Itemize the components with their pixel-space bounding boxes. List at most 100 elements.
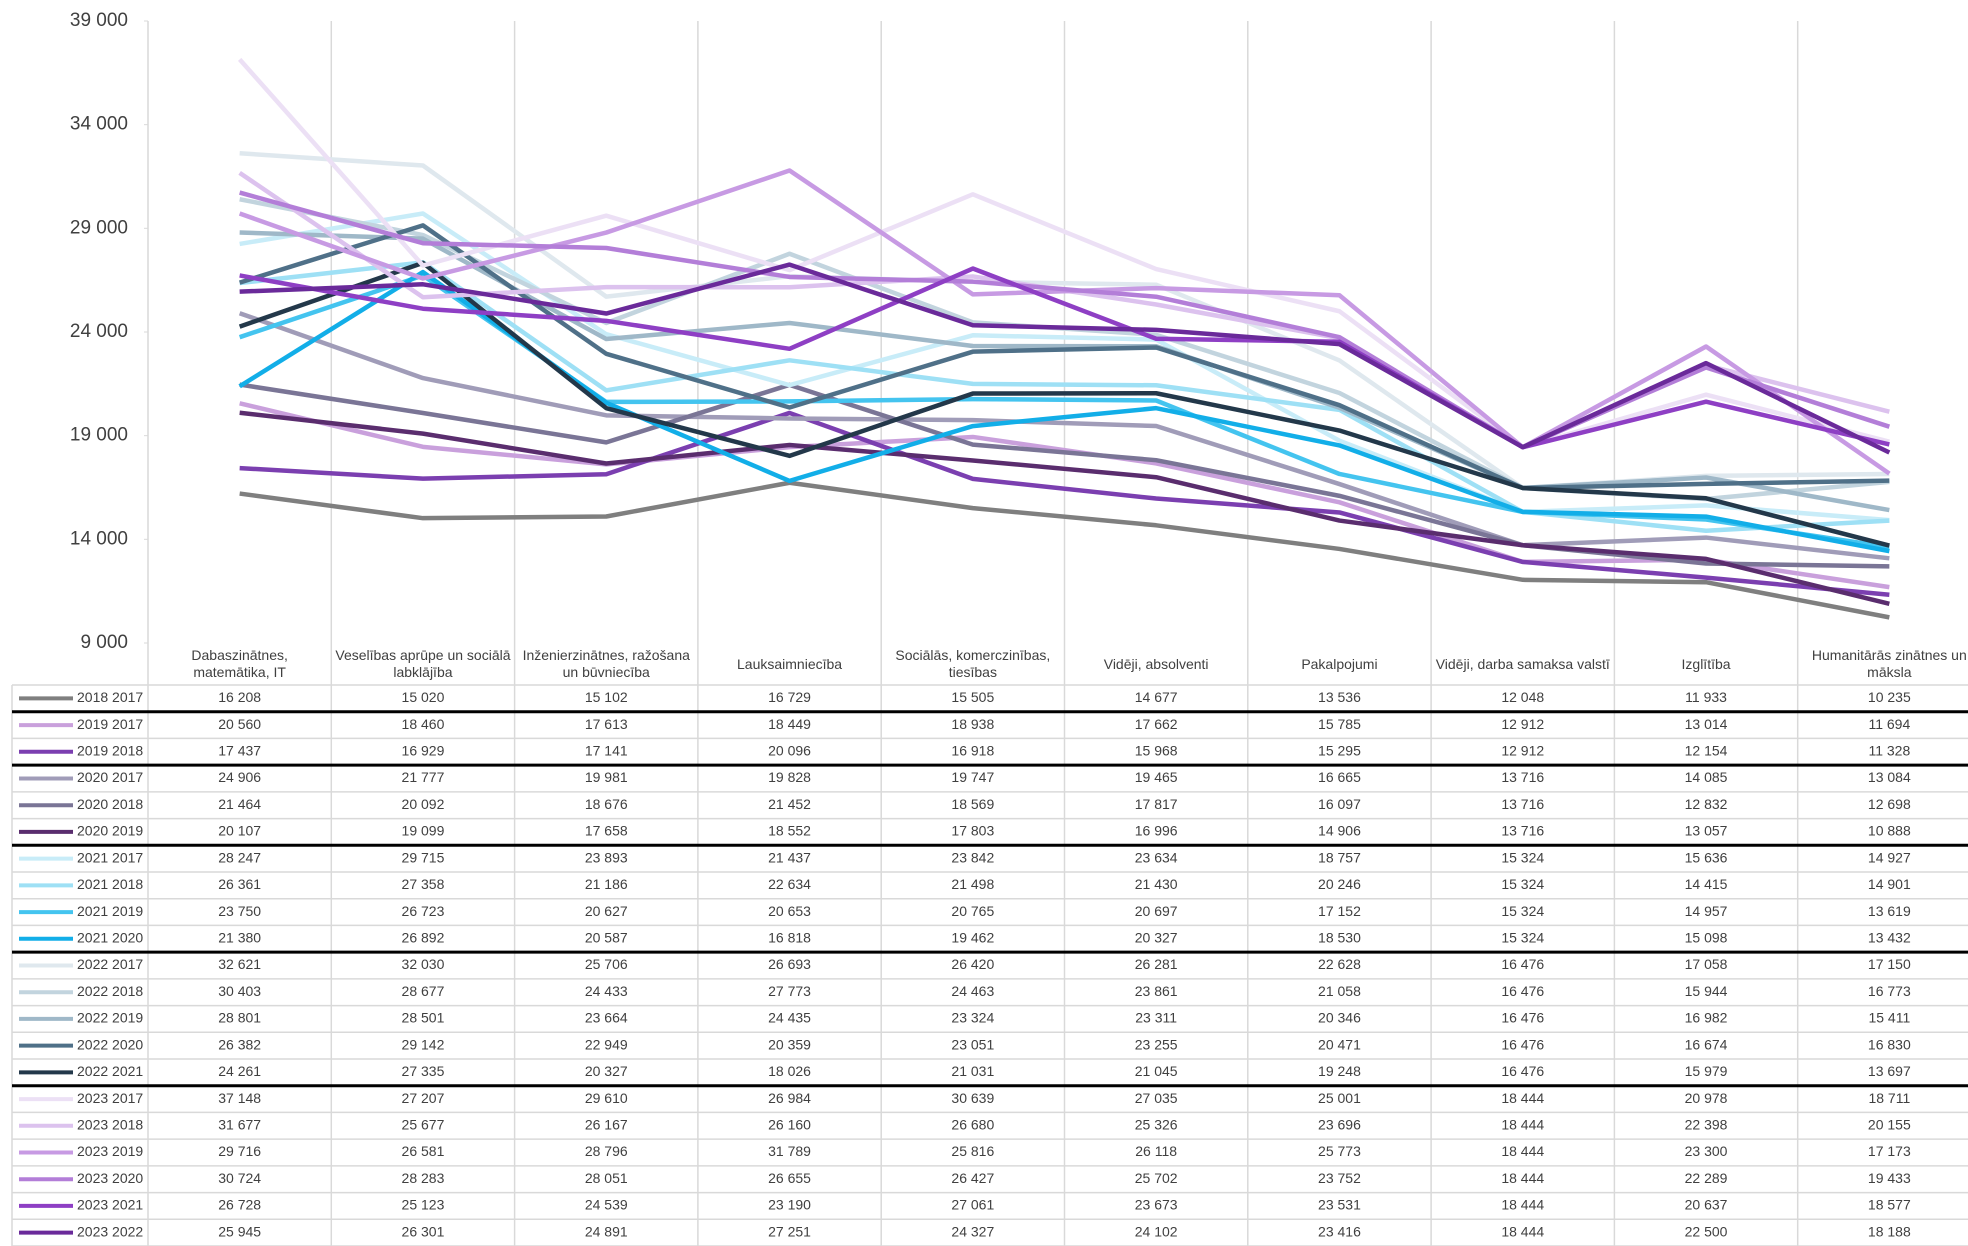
table-cell: 22 949 (585, 1036, 628, 1052)
table-cell: 26 361 (218, 876, 261, 892)
table-cell: 18 676 (585, 796, 628, 812)
table-cell: 17 150 (1868, 956, 1911, 972)
table-cell: 21 464 (218, 796, 261, 812)
table-cell: 11 328 (1868, 742, 1910, 758)
table-cell: 23 696 (1318, 1116, 1361, 1132)
table-cell: 15 411 (1868, 1010, 1910, 1026)
table-cell: 16 918 (951, 742, 994, 758)
table-cell: 20 587 (585, 929, 628, 945)
table-cell: 16 818 (768, 929, 811, 945)
table-cell: 29 142 (402, 1036, 445, 1052)
x-tick-label: Vidēji, absolventi (1103, 655, 1209, 672)
table-cell: 24 327 (951, 1223, 994, 1239)
table-cell: 18 577 (1868, 1197, 1911, 1213)
table-cell: 26 655 (768, 1170, 811, 1186)
table-cell: 22 289 (1685, 1170, 1728, 1186)
table-cell: 20 327 (585, 1063, 628, 1079)
table-cell: 23 531 (1318, 1197, 1361, 1213)
table-cell: 18 444 (1501, 1090, 1544, 1106)
table-cell: 15 324 (1501, 849, 1544, 865)
table-cell: 24 906 (218, 769, 261, 785)
table-cell: 20 560 (218, 716, 261, 732)
legend-label: 2022 2020 (77, 1036, 143, 1052)
table-cell: 16 773 (1868, 983, 1911, 999)
legend-label: 2023 2018 (77, 1116, 143, 1132)
table-cell: 19 981 (585, 769, 628, 785)
table-cell: 16 476 (1501, 1063, 1544, 1079)
table-cell: 23 750 (218, 903, 261, 919)
table-cell: 22 398 (1685, 1116, 1728, 1132)
table-cell: 15 295 (1318, 742, 1361, 758)
series-line (238, 260, 1890, 548)
table-cell: 27 061 (951, 1197, 994, 1213)
legend-label: 2020 2018 (77, 796, 143, 812)
table-cell: 13 697 (1868, 1063, 1911, 1079)
table-cell: 18 569 (951, 796, 994, 812)
table-cell: 18 460 (402, 716, 445, 732)
table-cell: 15 324 (1501, 903, 1544, 919)
series-line (238, 223, 1890, 491)
legend-label: 2021 2019 (77, 903, 143, 919)
table-cell: 28 796 (585, 1143, 628, 1159)
table-cell: 12 048 (1501, 689, 1544, 705)
legend-label: 2018 2017 (77, 689, 143, 705)
table-cell: 27 035 (1135, 1090, 1178, 1106)
table-cell: 16 476 (1501, 983, 1544, 999)
table-cell: 18 026 (768, 1063, 811, 1079)
table-cell: 12 698 (1868, 796, 1911, 812)
table-cell: 11 694 (1868, 716, 1910, 732)
table-cell: 25 123 (402, 1197, 445, 1213)
table-cell: 29 716 (218, 1143, 261, 1159)
table-cell: 37 148 (218, 1090, 261, 1106)
legend-label: 2023 2019 (77, 1143, 143, 1159)
legend-label: 2020 2017 (77, 769, 143, 785)
table-cell: 25 326 (1135, 1116, 1178, 1132)
series-line (239, 410, 1890, 597)
table-cell: 27 207 (402, 1090, 445, 1106)
table-cell: 23 311 (1135, 1010, 1177, 1026)
table-cell: 15 785 (1318, 716, 1361, 732)
table-cell: 16 674 (1685, 1036, 1728, 1052)
table-cell: 14 415 (1685, 876, 1728, 892)
table-cell: 15 944 (1685, 983, 1728, 999)
x-tick-label: Humanitārās zinātnes un māksla (1811, 647, 1967, 680)
table-cell: 16 982 (1685, 1010, 1728, 1026)
table-cell: 14 677 (1135, 689, 1178, 705)
table-cell: 13 084 (1868, 769, 1911, 785)
legend-label: 2021 2018 (77, 876, 143, 892)
table-cell: 18 444 (1501, 1143, 1544, 1159)
table-cell: 23 190 (768, 1197, 811, 1213)
table-cell: 19 747 (951, 769, 994, 785)
series-line (239, 260, 1890, 533)
y-tick-label: 39 000 (70, 10, 128, 31)
table-cell: 15 324 (1501, 929, 1544, 945)
table-cell: 16 476 (1501, 1036, 1544, 1052)
table-cell: 30 403 (218, 983, 261, 999)
table-cell: 18 552 (768, 823, 811, 839)
series-line (239, 211, 1890, 523)
table-cell: 28 677 (402, 983, 445, 999)
series-line (239, 266, 1890, 450)
table-cell: 23 861 (1135, 983, 1178, 999)
table-cell: 22 634 (768, 876, 811, 892)
table-cell: 10 888 (1868, 823, 1911, 839)
table-cell: 24 435 (768, 1010, 811, 1026)
table-cell: 20 246 (1318, 876, 1361, 892)
table-cell: 21 058 (1318, 983, 1361, 999)
table-cell: 26 281 (1135, 956, 1178, 972)
table-cell: 28 051 (585, 1170, 628, 1186)
table-cell: 25 677 (402, 1116, 445, 1132)
series-line (238, 311, 1890, 561)
table-cell: 21 777 (402, 769, 445, 785)
table-cell: 24 102 (1135, 1223, 1178, 1239)
table-cell: 21 437 (768, 849, 811, 865)
table-cell: 24 463 (951, 983, 994, 999)
table-cell: 22 500 (1685, 1223, 1728, 1239)
legend-label: 2022 2019 (77, 1010, 143, 1026)
table-cell: 25 945 (218, 1223, 261, 1239)
table-cell: 20 471 (1318, 1036, 1361, 1052)
table-cell: 16 208 (218, 689, 261, 705)
table-cell: 13 014 (1685, 716, 1728, 732)
table-cell: 17 437 (218, 742, 261, 758)
table-cell: 19 248 (1318, 1063, 1361, 1079)
